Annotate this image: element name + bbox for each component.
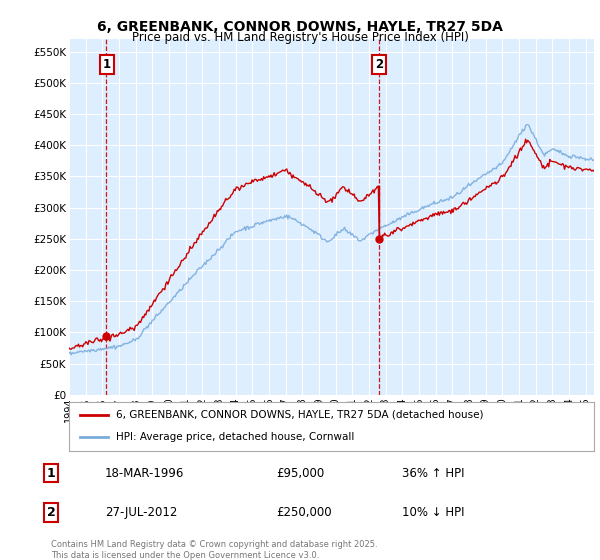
Text: 10% ↓ HPI: 10% ↓ HPI: [402, 506, 464, 519]
Text: £95,000: £95,000: [276, 466, 324, 480]
Text: 6, GREENBANK, CONNOR DOWNS, HAYLE, TR27 5DA: 6, GREENBANK, CONNOR DOWNS, HAYLE, TR27 …: [97, 20, 503, 34]
Text: 1: 1: [47, 466, 55, 480]
Text: 18-MAR-1996: 18-MAR-1996: [105, 466, 184, 480]
Text: Price paid vs. HM Land Registry's House Price Index (HPI): Price paid vs. HM Land Registry's House …: [131, 31, 469, 44]
Text: 2: 2: [375, 58, 383, 71]
Text: 36% ↑ HPI: 36% ↑ HPI: [402, 466, 464, 480]
Text: HPI: Average price, detached house, Cornwall: HPI: Average price, detached house, Corn…: [116, 432, 355, 442]
Text: 6, GREENBANK, CONNOR DOWNS, HAYLE, TR27 5DA (detached house): 6, GREENBANK, CONNOR DOWNS, HAYLE, TR27 …: [116, 410, 484, 420]
Text: 27-JUL-2012: 27-JUL-2012: [105, 506, 178, 519]
Text: 1: 1: [103, 58, 110, 71]
Text: 2: 2: [47, 506, 55, 519]
Text: Contains HM Land Registry data © Crown copyright and database right 2025.
This d: Contains HM Land Registry data © Crown c…: [51, 540, 377, 559]
Text: £250,000: £250,000: [276, 506, 332, 519]
